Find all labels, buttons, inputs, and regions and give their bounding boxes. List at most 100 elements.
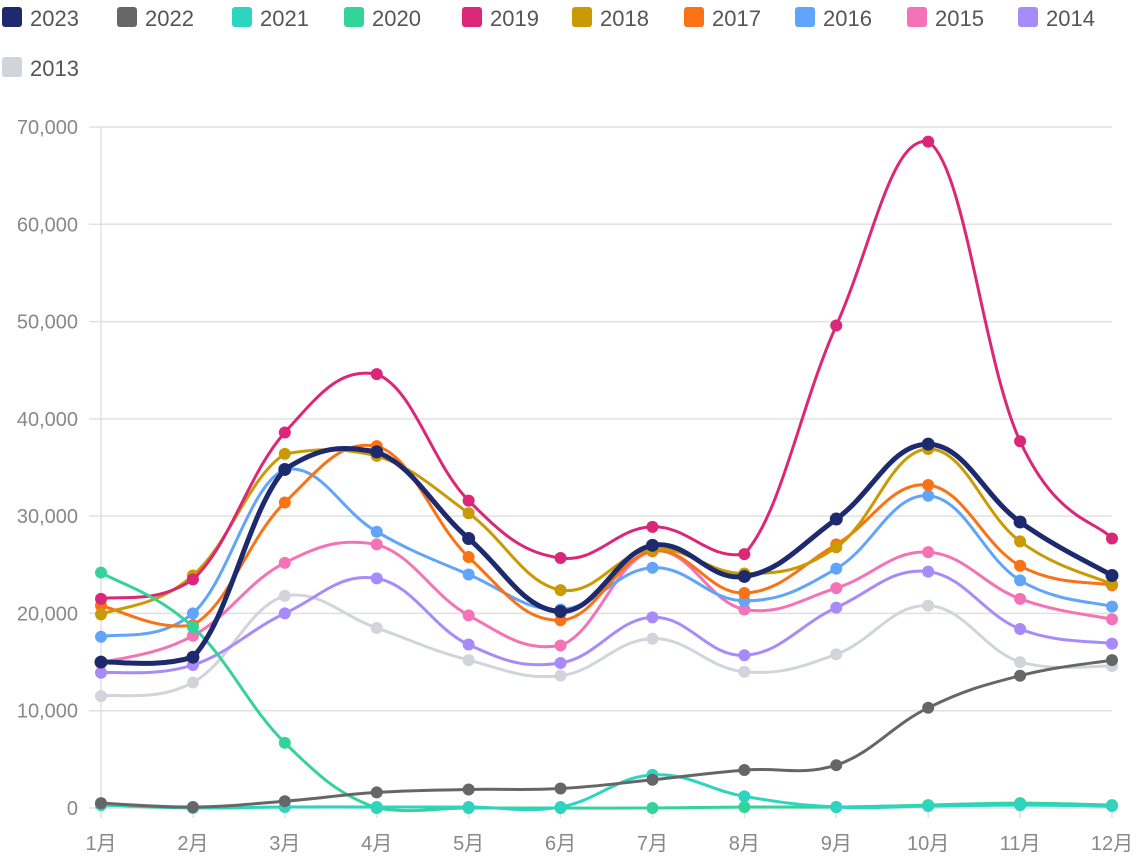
data-point[interactable] xyxy=(829,512,843,526)
data-point[interactable] xyxy=(370,622,383,635)
data-point[interactable] xyxy=(370,572,383,585)
legend-item-2017[interactable]: 2017 xyxy=(684,6,761,31)
legend-item-2019[interactable]: 2019 xyxy=(462,6,539,31)
data-point[interactable] xyxy=(922,800,935,813)
data-point[interactable] xyxy=(186,629,199,642)
data-point[interactable] xyxy=(370,801,383,814)
data-point[interactable] xyxy=(370,786,383,799)
data-point[interactable] xyxy=(737,569,751,583)
data-point[interactable] xyxy=(370,368,383,381)
data-point[interactable] xyxy=(462,783,475,796)
data-point[interactable] xyxy=(922,546,935,559)
data-point[interactable] xyxy=(554,604,568,618)
data-point[interactable] xyxy=(646,520,659,533)
data-point[interactable] xyxy=(646,561,659,574)
legend-item-2018[interactable]: 2018 xyxy=(572,6,649,31)
data-point[interactable] xyxy=(554,801,567,814)
data-point[interactable] xyxy=(186,573,199,586)
data-point[interactable] xyxy=(646,773,659,786)
data-point[interactable] xyxy=(278,426,291,439)
legend-item-2013[interactable]: 2013 xyxy=(2,56,79,81)
legend-item-2020[interactable]: 2020 xyxy=(344,6,421,31)
data-point[interactable] xyxy=(830,801,843,814)
data-point[interactable] xyxy=(646,802,659,814)
data-point[interactable] xyxy=(370,538,383,551)
legend-item-2022[interactable]: 2022 xyxy=(117,6,194,31)
legend-item-2014[interactable]: 2014 xyxy=(1018,6,1095,31)
data-point[interactable] xyxy=(186,676,199,689)
data-point[interactable] xyxy=(186,801,199,814)
data-point[interactable] xyxy=(646,632,659,645)
data-point[interactable] xyxy=(186,607,199,620)
data-point[interactable] xyxy=(554,551,567,564)
data-point[interactable] xyxy=(646,611,659,624)
data-point[interactable] xyxy=(95,566,107,579)
data-point[interactable] xyxy=(95,666,107,679)
data-point[interactable] xyxy=(95,608,107,621)
data-point[interactable] xyxy=(922,599,935,612)
data-point[interactable] xyxy=(922,479,935,492)
data-point[interactable] xyxy=(462,638,475,651)
legend-item-2016[interactable]: 2016 xyxy=(795,6,872,31)
data-point[interactable] xyxy=(462,494,475,507)
data-point[interactable] xyxy=(186,621,199,634)
data-point[interactable] xyxy=(738,764,751,777)
legend-item-2021[interactable]: 2021 xyxy=(232,6,309,31)
data-point[interactable] xyxy=(278,589,291,602)
data-point[interactable] xyxy=(554,584,567,597)
legend-item-2023[interactable]: 2023 xyxy=(2,6,79,31)
data-point[interactable] xyxy=(738,790,751,803)
data-point[interactable] xyxy=(554,669,567,682)
data-point[interactable] xyxy=(921,437,935,451)
data-point[interactable] xyxy=(94,655,108,669)
data-point[interactable] xyxy=(95,797,107,810)
data-point[interactable] xyxy=(830,562,843,575)
data-point[interactable] xyxy=(462,801,475,814)
data-point[interactable] xyxy=(462,609,475,622)
data-point[interactable] xyxy=(738,801,751,814)
data-point[interactable] xyxy=(370,445,384,459)
data-point[interactable] xyxy=(1106,800,1118,813)
data-point[interactable] xyxy=(1014,592,1027,605)
data-point[interactable] xyxy=(554,639,567,652)
data-point[interactable] xyxy=(462,568,475,581)
data-point[interactable] xyxy=(278,736,291,749)
data-point[interactable] xyxy=(1014,622,1027,635)
data-point[interactable] xyxy=(95,690,107,703)
data-point[interactable] xyxy=(738,548,751,561)
data-point[interactable] xyxy=(830,541,843,554)
data-point[interactable] xyxy=(1105,568,1119,582)
data-point[interactable] xyxy=(1013,515,1027,529)
data-point[interactable] xyxy=(1014,559,1027,572)
data-point[interactable] xyxy=(922,701,935,714)
data-point[interactable] xyxy=(738,586,751,599)
data-point[interactable] xyxy=(278,496,291,509)
data-point[interactable] xyxy=(554,782,567,795)
data-point[interactable] xyxy=(922,489,935,502)
data-point[interactable] xyxy=(645,538,659,552)
data-point[interactable] xyxy=(1014,435,1027,448)
data-point[interactable] xyxy=(1106,600,1118,613)
data-point[interactable] xyxy=(1106,637,1118,650)
data-point[interactable] xyxy=(278,556,291,569)
data-point[interactable] xyxy=(830,582,843,595)
data-point[interactable] xyxy=(462,532,476,546)
data-point[interactable] xyxy=(1106,613,1118,626)
data-point[interactable] xyxy=(1106,532,1118,545)
data-point[interactable] xyxy=(1014,799,1027,812)
data-point[interactable] xyxy=(830,601,843,614)
data-point[interactable] xyxy=(186,650,200,664)
data-point[interactable] xyxy=(830,319,843,332)
data-point[interactable] xyxy=(1014,656,1027,669)
data-point[interactable] xyxy=(278,447,291,460)
data-point[interactable] xyxy=(1014,535,1027,548)
data-point[interactable] xyxy=(278,462,292,476)
data-point[interactable] xyxy=(462,507,475,520)
data-point[interactable] xyxy=(462,551,475,564)
data-point[interactable] xyxy=(922,135,935,148)
legend-item-2015[interactable]: 2015 xyxy=(907,6,984,31)
data-point[interactable] xyxy=(95,592,107,605)
data-point[interactable] xyxy=(554,657,567,670)
data-point[interactable] xyxy=(738,603,751,616)
data-point[interactable] xyxy=(738,665,751,678)
